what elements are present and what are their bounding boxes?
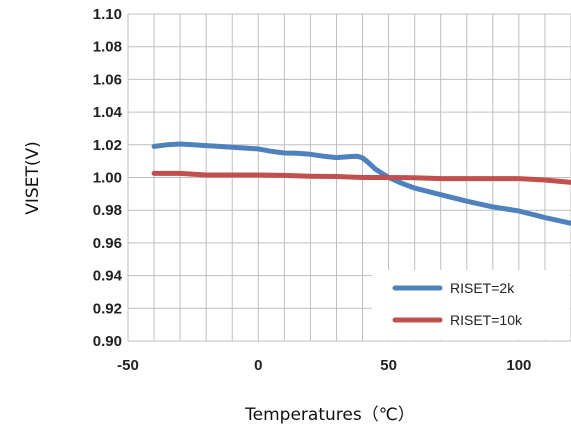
y-tick-label: 0.96 (93, 235, 122, 252)
y-tick-label: 0.90 (93, 333, 122, 350)
y-tick-label: 1.08 (93, 39, 122, 56)
legend-label-riset-2k: RISET=2k (450, 280, 515, 296)
y-tick-labels: 0.90 0.92 0.94 0.96 0.98 1.00 1.02 1.04 1.06 1.08… (93, 6, 123, 350)
x-tick-label: 50 (380, 357, 397, 374)
y-axis-title: VISET(V) (23, 141, 43, 214)
y-tick-label: 0.92 (93, 300, 122, 317)
x-tick-label: -50 (117, 357, 139, 374)
x-axis-title: Temperatures（℃） (244, 405, 415, 425)
series-lines (151, 141, 571, 226)
legend-box (372, 270, 570, 340)
legend-label-riset-10k: RISET=10k (450, 312, 523, 328)
series-line-riset-10k (151, 170, 571, 185)
y-tick-label: 1.10 (93, 6, 122, 23)
y-tick-label: 1.06 (93, 71, 122, 88)
x-tick-label: 0 (254, 357, 262, 374)
x-tick-labels: -50 0 50 100 (117, 357, 531, 374)
y-tick-label: 1.04 (93, 104, 123, 121)
x-tick-label: 100 (506, 357, 531, 374)
series-line-riset-2k (151, 141, 571, 226)
y-tick-label: 1.00 (93, 170, 122, 187)
y-tick-label: 0.98 (93, 202, 122, 219)
y-tick-label: 0.94 (93, 268, 123, 285)
y-tick-label: 1.02 (93, 137, 122, 154)
